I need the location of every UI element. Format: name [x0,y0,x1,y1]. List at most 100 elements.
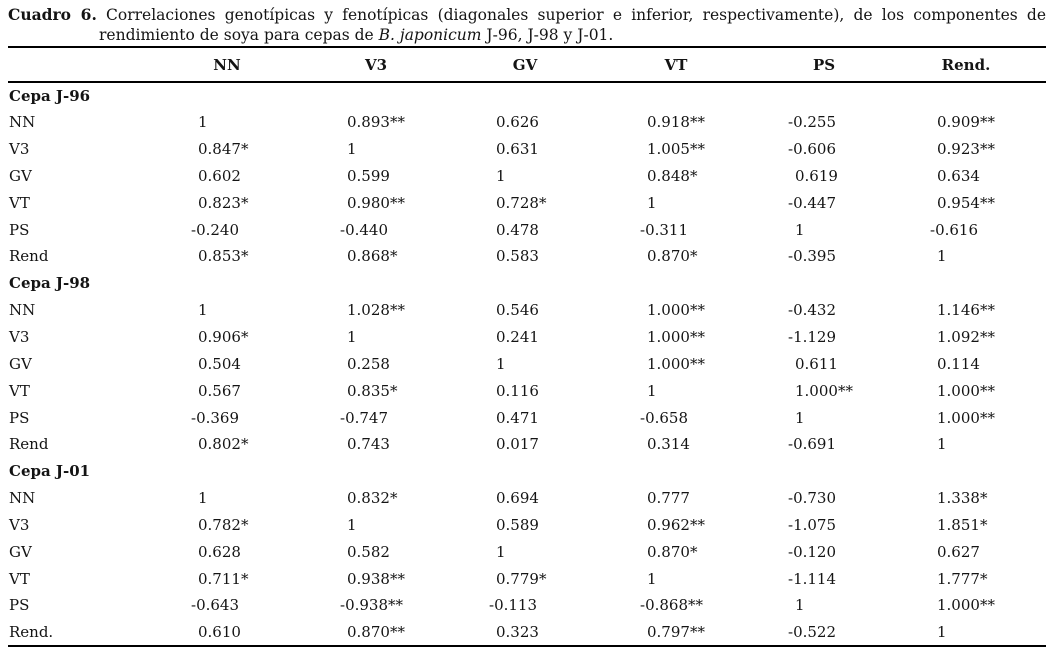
value-cell: 0.847* [198,140,249,159]
row-label: Rend [9,247,49,266]
value-cell: 0.610 [198,622,241,641]
value-cell: 1.000** [647,328,705,347]
caption-line-2: rendimiento de soya para cepas de B. jap… [8,25,1046,45]
row-label: NN [9,489,36,508]
value-cell: 1 [496,542,506,561]
row-label: PS [9,220,30,239]
value-cell: 1.000** [937,408,995,427]
column-header-v3: V3 [339,47,488,83]
value-cell: 0.611 [795,354,838,373]
value-cell: 0.478 [496,220,539,239]
value-cell: 1 [647,381,657,400]
section-label: Cepa J-96 [9,86,91,105]
column-header-vt: VT [639,47,787,83]
value-cell: 0.823* [198,193,249,212]
value-cell: 0.471 [496,408,539,427]
table-caption: Cuadro 6. Correlaciones genotípicas y fe… [8,5,1046,45]
value-cell: 1.146** [937,301,995,320]
section-label: Cepa J-01 [9,462,91,481]
value-cell: -1.075 [788,515,837,534]
value-cell: -0.240 [191,220,240,239]
row-label: NN [9,301,36,320]
row-label: PS [9,408,30,427]
column-header-ps: PS [787,47,929,83]
value-cell: 0.853* [198,247,249,266]
table-row: VT 0.567 0.835* 0.116 1 1.000** 1.000** [8,377,1046,404]
value-cell: -0.311 [640,220,689,239]
table-row: NN 1 0.893** 0.626 0.918** -0.255 0.909** [8,109,1046,136]
value-cell: 1 [198,301,208,320]
value-cell: 1 [198,113,208,132]
value-cell: -0.868** [640,596,704,615]
table-body: Cepa J-96 NN 1 0.893** 0.626 0.918** -0.255 0.9… [8,82,1046,646]
value-cell: 1 [795,220,805,239]
value-cell: 0.258 [347,354,390,373]
value-cell: 1.000** [937,596,995,615]
row-label: VT [9,193,30,212]
value-cell: 0.582 [347,542,390,561]
row-label: V3 [9,140,30,159]
paper-table-page: Cuadro 6. Correlaciones genotípicas y fe… [0,5,1054,658]
value-cell: 0.870** [347,622,405,641]
value-cell: 1.092** [937,328,995,347]
value-cell: -0.440 [340,220,389,239]
value-cell: -0.522 [788,622,837,641]
value-cell: 1 [496,354,506,373]
value-cell: 0.626 [496,113,539,132]
table-row: GV 0.602 0.599 1 0.848* 0.619 0.634 [8,163,1046,190]
value-cell: 1.000** [937,381,995,400]
value-cell: 0.634 [937,166,980,185]
value-cell: 0.909** [937,113,995,132]
caption-text: Correlaciones genotípicas y fenotípicas … [106,6,1046,24]
column-header-label: GV [512,55,538,74]
correlation-table: NN V3 GV VT PS Rend. Cepa J-96 NN 1 0.893**… [8,46,1046,647]
value-cell: 0.314 [647,435,690,454]
value-cell: 0.711* [198,569,249,588]
value-cell: -0.255 [788,113,837,132]
caption-label: Cuadro 6. [8,5,97,24]
value-cell: 0.906* [198,328,249,347]
value-cell: -0.747 [340,408,389,427]
table-row: GV 0.628 0.582 1 0.870* -0.120 0.627 [8,538,1046,565]
value-cell: 0.954** [937,193,995,212]
value-cell: 1 [647,193,657,212]
value-cell: -0.658 [640,408,689,427]
value-cell: 0.241 [496,328,539,347]
row-label: V3 [9,515,30,534]
value-cell: 0.870* [647,247,698,266]
table-row: NN 1 1.028** 0.546 1.000** -0.432 1.146** [8,297,1046,324]
column-header-label: VT [664,55,688,74]
value-cell: 0.918** [647,113,705,132]
value-cell: -0.691 [788,435,837,454]
section-row: Cepa J-96 [8,82,1046,109]
value-cell: 1 [198,489,208,508]
value-cell: -0.432 [788,301,837,320]
value-cell: 1.028** [347,301,405,320]
row-label: GV [9,542,32,561]
value-cell: 0.602 [198,166,241,185]
value-cell: -0.938** [340,596,404,615]
value-cell: 0.116 [496,381,539,400]
value-cell: 1 [647,569,657,588]
value-cell: 1 [795,596,805,615]
table-header: NN V3 GV VT PS Rend. [8,47,1046,83]
value-cell: -0.616 [930,220,979,239]
value-cell: 0.938** [347,569,405,588]
row-label: PS [9,596,30,615]
value-cell: 0.802* [198,435,249,454]
value-cell: -0.369 [191,408,240,427]
row-label: V3 [9,328,30,347]
table-row: Rend 0.802* 0.743 0.017 0.314 -0.691 1 [8,431,1046,458]
value-cell: 1 [937,247,947,266]
value-cell: 0.583 [496,247,539,266]
value-cell: 0.323 [496,622,539,641]
value-cell: 1 [937,622,947,641]
value-cell: 0.962** [647,515,705,534]
column-header-label: Rend. [941,55,991,74]
column-header-nn: NN [190,47,339,83]
value-cell: 0.980** [347,193,405,212]
value-cell: 0.627 [937,542,980,561]
corner-cell [8,47,190,83]
value-cell: 0.694 [496,489,539,508]
value-cell: 0.893** [347,113,405,132]
